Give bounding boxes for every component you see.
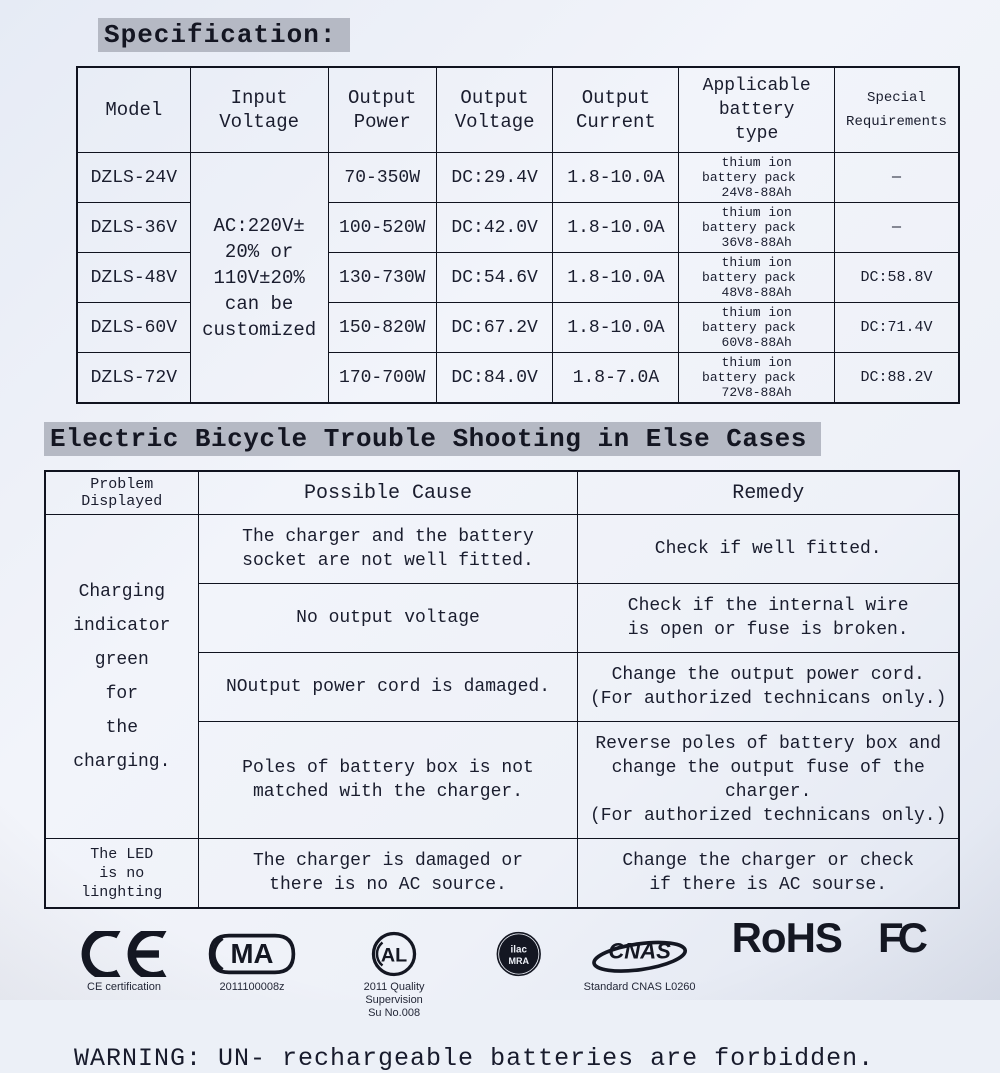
cert-cal: AL 2011 Quality SupervisionSu No.008 (334, 931, 454, 1020)
spec-heading: Specification: (98, 18, 960, 52)
cert-ilac: ilac MRA (490, 931, 548, 981)
trouble-col-header: Remedy (578, 471, 959, 515)
cal-icon: AL (371, 931, 417, 977)
spec-output-current: 1.8-7.0A (553, 353, 679, 404)
spec-requirement: DC:71.4V (834, 303, 959, 353)
trouble-cause: NOutput power cord is damaged. (198, 653, 578, 722)
spec-output-current: 1.8-10.0A (553, 253, 679, 303)
spec-battery-type: thium ionbattery pack 36V8-88Ah (679, 203, 835, 253)
spec-output-voltage: DC:54.6V (436, 253, 553, 303)
spec-table: ModelInputVoltageOutputPowerOutputVoltag… (76, 66, 960, 404)
spec-requirement: — (834, 153, 959, 203)
fc-icon: FC (878, 931, 922, 944)
cert-fc: FC (878, 931, 922, 944)
trouble-cause: The charger and the batterysocket are no… (198, 515, 578, 584)
spec-output-voltage: DC:42.0V (436, 203, 553, 253)
spec-model: DZLS-24V (77, 153, 190, 203)
svg-text:MA: MA (231, 938, 274, 969)
trouble-cause: No output voltage (198, 584, 578, 653)
spec-output-current: 1.8-10.0A (553, 203, 679, 253)
spec-output-current: 1.8-10.0A (553, 153, 679, 203)
svg-text:AL: AL (381, 944, 407, 966)
spec-battery-type: thium ionbattery pack 72V8-88Ah (679, 353, 835, 404)
spec-model: DZLS-48V (77, 253, 190, 303)
trouble-heading: Electric Bicycle Trouble Shooting in Els… (44, 422, 960, 456)
spec-col-header: OutputPower (328, 67, 436, 153)
spec-col-header: OutputCurrent (553, 67, 679, 153)
spec-power: 100-520W (328, 203, 436, 253)
trouble-table: Problem DisplayedPossible CauseRemedyCha… (44, 470, 960, 909)
spec-col-header: SpecialRequirements (834, 67, 959, 153)
spec-power: 130-730W (328, 253, 436, 303)
trouble-remedy: Change the charger or checkif there is A… (578, 839, 959, 909)
spec-output-current: 1.8-10.0A (553, 303, 679, 353)
spec-col-header: Model (77, 67, 190, 153)
svg-text:MRA: MRA (509, 956, 530, 966)
spec-requirement: DC:58.8V (834, 253, 959, 303)
spec-input-voltage: AC:220V±20% or110V±20%can becustomized (190, 153, 328, 404)
trouble-remedy: Check if well fitted. (578, 515, 959, 584)
cma-icon: MA (206, 931, 298, 977)
trouble-cause: Poles of battery box is notmatched with … (198, 722, 578, 839)
cert-ce: CE certification (78, 931, 170, 994)
trouble-col-header: Possible Cause (198, 471, 578, 515)
ce-icon (78, 931, 170, 977)
trouble-remedy: Check if the internal wireis open or fus… (578, 584, 959, 653)
trouble-row: The LEDis nolinghtingThe charger is dama… (45, 839, 959, 909)
spec-output-voltage: DC:29.4V (436, 153, 553, 203)
spec-col-header: Applicablebatterytype (679, 67, 835, 153)
spec-row: DZLS-24VAC:220V±20% or110V±20%can becust… (77, 153, 959, 203)
warning-text: WARNING: UN- rechargeable batteries are … (74, 1044, 960, 1073)
spec-output-voltage: DC:67.2V (436, 303, 553, 353)
trouble-remedy: Change the output power cord.(For author… (578, 653, 959, 722)
spec-power: 170-700W (328, 353, 436, 404)
trouble-remedy: Reverse poles of battery box andchange t… (578, 722, 959, 839)
spec-model: DZLS-60V (77, 303, 190, 353)
trouble-cause: The charger is damaged orthere is no AC … (198, 839, 578, 909)
spec-col-header: OutputVoltage (436, 67, 553, 153)
cert-rohs: RoHS (732, 931, 842, 944)
cert-cma: MA 2011100008z (206, 931, 298, 994)
spec-battery-type: thium ionbattery pack 48V8-88Ah (679, 253, 835, 303)
ilac-icon: ilac MRA (490, 931, 548, 977)
spec-model: DZLS-72V (77, 353, 190, 404)
spec-power: 70-350W (328, 153, 436, 203)
svg-text:CNAS: CNAS (608, 939, 671, 964)
trouble-problem: The LEDis nolinghting (45, 839, 198, 909)
trouble-col-header: Problem Displayed (45, 471, 198, 515)
certifications-row: CE certification MA 2011100008z AL 2011 … (60, 931, 940, 1020)
trouble-row: Chargingindicatorgreenforthecharging.The… (45, 515, 959, 584)
spec-requirement: DC:88.2V (834, 353, 959, 404)
spec-battery-type: thium ionbattery pack 24V8-88Ah (679, 153, 835, 203)
spec-output-voltage: DC:84.0V (436, 353, 553, 404)
rohs-icon: RoHS (732, 931, 842, 944)
cnas-icon: CNAS (589, 931, 690, 977)
spec-col-header: InputVoltage (190, 67, 328, 153)
cert-cnas: CNAS Standard CNAS L0260 (584, 931, 696, 994)
spec-battery-type: thium ionbattery pack 60V8-88Ah (679, 303, 835, 353)
spec-power: 150-820W (328, 303, 436, 353)
trouble-problem: Chargingindicatorgreenforthecharging. (45, 515, 198, 839)
spec-requirement: — (834, 203, 959, 253)
svg-text:ilac: ilac (511, 944, 528, 955)
spec-model: DZLS-36V (77, 203, 190, 253)
